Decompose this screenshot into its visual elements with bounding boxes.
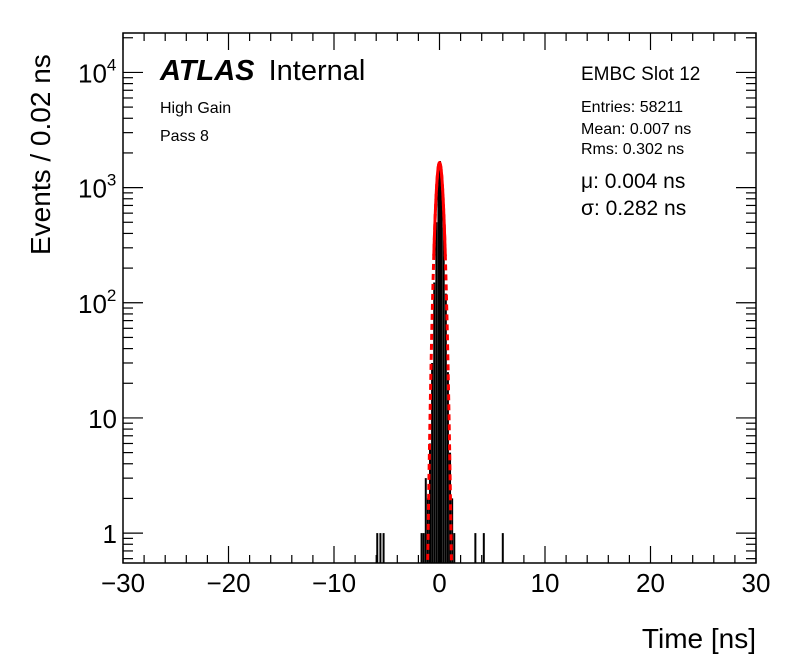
y-tick-exponent: 3	[107, 171, 116, 190]
sigma-fit-stat: σ: 0.282 ns	[581, 197, 686, 220]
x-tick-label: 10	[531, 568, 560, 598]
pass-label: Pass 8	[160, 128, 209, 145]
y-tick-label: 104	[78, 55, 116, 88]
atlas-logo-text: ATLAS	[159, 55, 255, 87]
entries-stat: Entries: 58211	[581, 99, 683, 116]
gaussian-fit-line	[432, 161, 447, 257]
x-tick-label: 20	[636, 568, 665, 598]
gaussian-fit-series	[426, 161, 453, 562]
plot-frame	[122, 32, 757, 564]
x-tick-label: 0	[432, 568, 446, 598]
y-tick-label: 102	[78, 286, 116, 319]
x-tick-label: −30	[101, 568, 145, 598]
mean-stat: Mean: 0.007 ns	[581, 121, 691, 138]
x-axis-label: Time [ns]	[642, 623, 756, 654]
x-tick-label: −10	[312, 568, 356, 598]
y-axis-label: Events / 0.02 ns	[25, 54, 56, 255]
atlas-label: ATLAS Internal	[159, 55, 365, 87]
gain-label: High Gain	[160, 100, 231, 117]
y-tick-exponent: 4	[107, 55, 116, 74]
y-tick-base: 10	[78, 58, 107, 88]
slot-label: EMBC Slot 12	[581, 64, 700, 85]
histogram-series	[376, 161, 504, 563]
x-tick-labels: −30 −20 −10 0 10 20 30	[101, 568, 771, 598]
axis-ticks	[122, 33, 757, 563]
x-tick-label: 30	[742, 568, 771, 598]
y-tick-label: 1	[103, 519, 117, 549]
y-tick-base: 10	[78, 289, 107, 319]
rms-stat: Rms: 0.302 ns	[581, 141, 684, 158]
mu-fit-stat: μ: 0.004 ns	[581, 170, 685, 193]
y-tick-label: 103	[78, 171, 116, 204]
gaussian-fit-dashed-line	[426, 161, 453, 562]
y-tick-exponent: 2	[107, 286, 116, 305]
y-tick-base: 10	[78, 174, 107, 204]
atlas-status-text: Internal	[269, 55, 366, 87]
x-tick-label: −20	[206, 568, 250, 598]
y-tick-label: 10	[88, 404, 117, 434]
